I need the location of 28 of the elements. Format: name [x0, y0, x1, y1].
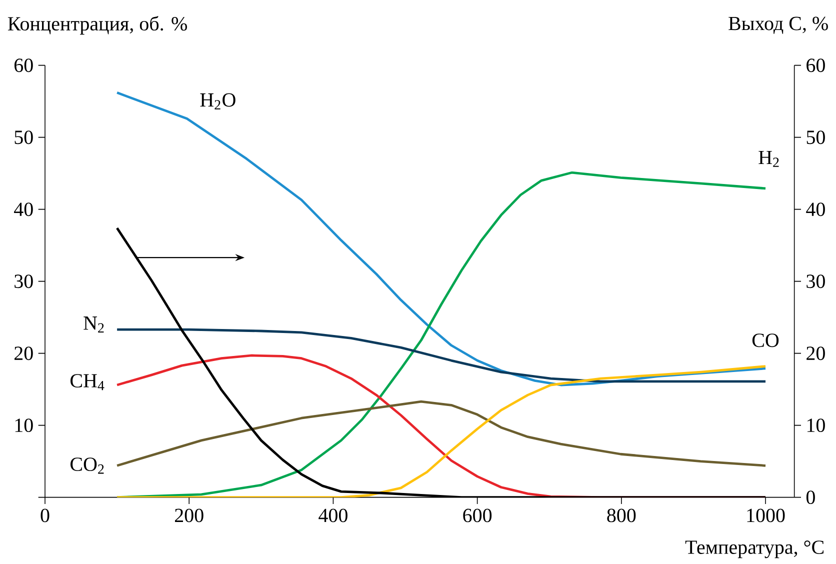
y-tick-label: 10	[15, 418, 33, 432]
x-axis-title: Температура, °C	[685, 540, 824, 558]
y2-tick-label: 10	[807, 418, 825, 432]
x-tick-label: 200	[174, 508, 204, 522]
x-tick-label: 0	[40, 508, 50, 522]
x-tick-label: 1000	[747, 508, 785, 522]
y-tick-label: 50	[14, 130, 33, 144]
y-tick-label: 60	[14, 58, 33, 72]
y-tick-label: 20	[14, 346, 33, 360]
y2-tick-label: 60	[806, 58, 825, 72]
y-tick-label: 30	[14, 274, 33, 288]
series-label: CO	[752, 334, 779, 348]
y2-tick-label: 50	[806, 130, 825, 144]
y2-tick-label: 40	[806, 202, 825, 216]
y-tick-label: 40	[14, 202, 33, 216]
series-label: H$_{2}$	[758, 150, 779, 167]
x-tick-label: 800	[607, 508, 636, 522]
y2-tick-label: 30	[806, 274, 825, 288]
series-label: N$_{2}$	[84, 316, 104, 333]
y-axis-title: Концентрация, об. %	[8, 16, 187, 35]
y2-tick-label: 20	[806, 346, 825, 360]
series-label: CO$_{2}$	[70, 458, 104, 474]
series-label: H$_{2}$O	[200, 93, 236, 110]
series-label: CH$_{4}$	[70, 374, 104, 390]
x-tick-label: 400	[318, 508, 348, 522]
y2-tick-label: 0	[806, 490, 815, 504]
x-tick-label: 600	[463, 508, 492, 522]
y2-axis-title: Выход C, %	[728, 16, 828, 34]
